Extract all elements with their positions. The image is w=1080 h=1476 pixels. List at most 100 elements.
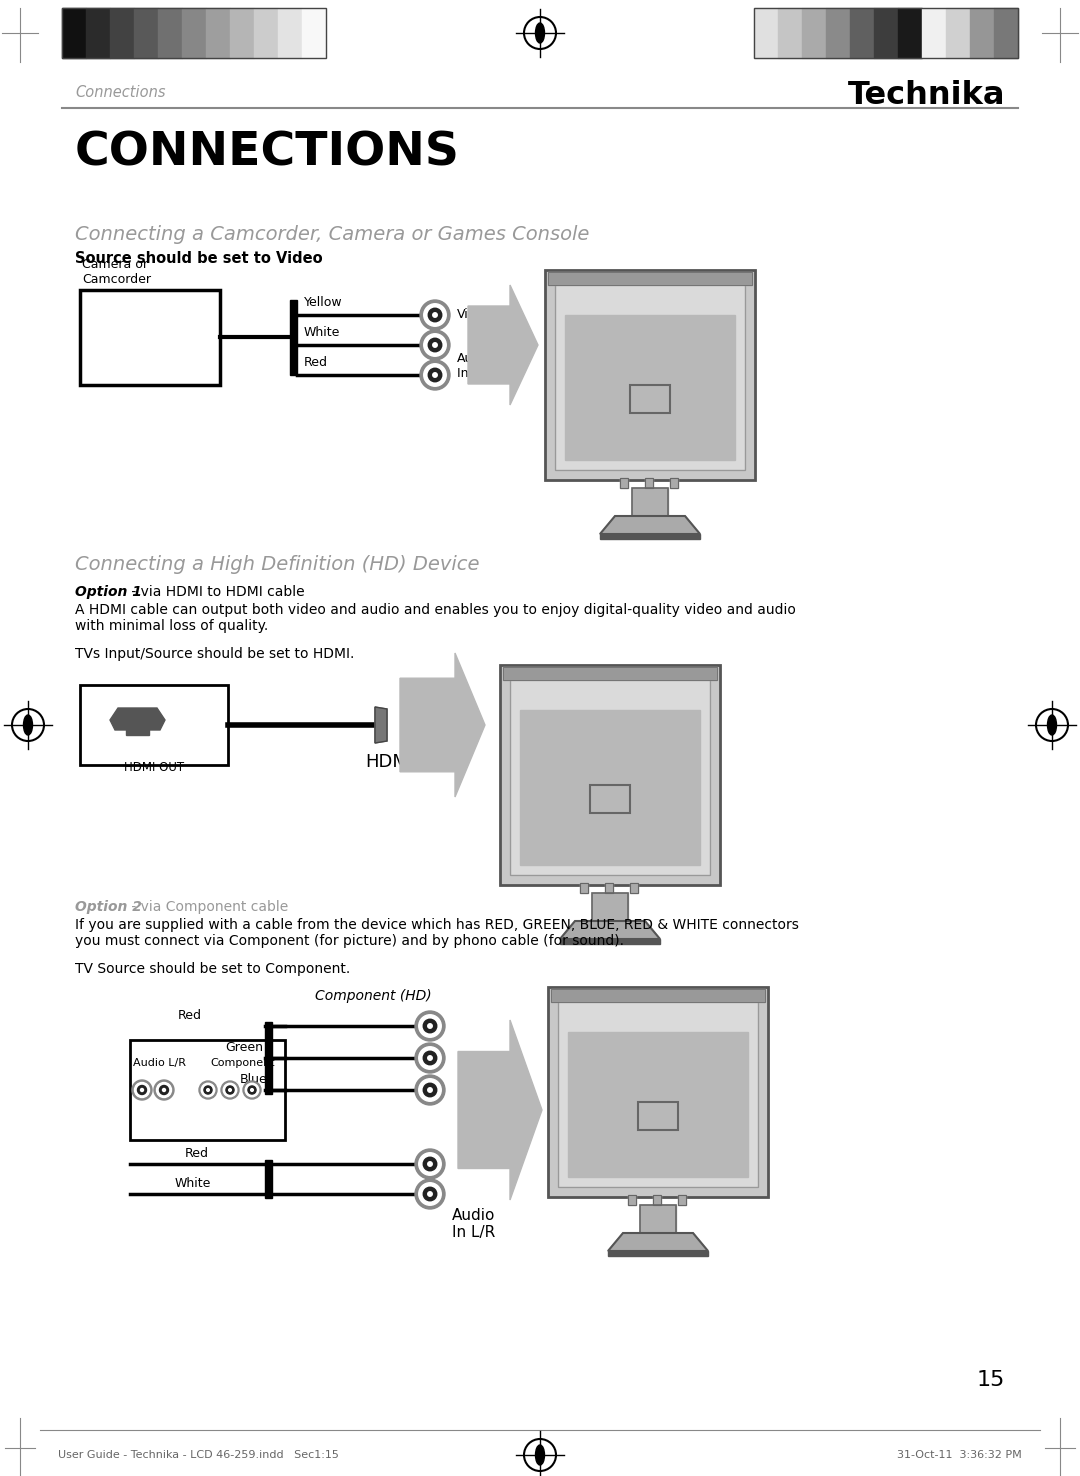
Bar bbox=[503, 667, 717, 680]
Bar bbox=[302, 7, 326, 58]
Text: HDMI: HDMI bbox=[365, 753, 414, 770]
Circle shape bbox=[415, 1075, 445, 1106]
Bar bbox=[592, 893, 627, 921]
Bar bbox=[630, 883, 638, 893]
Ellipse shape bbox=[24, 714, 32, 735]
Bar bbox=[630, 883, 638, 893]
Circle shape bbox=[429, 338, 442, 351]
Circle shape bbox=[248, 1086, 256, 1094]
Bar bbox=[510, 675, 710, 875]
Circle shape bbox=[423, 1187, 436, 1201]
Bar bbox=[183, 7, 206, 58]
Polygon shape bbox=[600, 517, 700, 534]
Text: Technika: Technika bbox=[848, 80, 1005, 111]
Bar bbox=[134, 7, 158, 58]
Text: Yellow: Yellow bbox=[303, 297, 342, 308]
Circle shape bbox=[12, 708, 44, 741]
Bar bbox=[627, 1196, 636, 1204]
Bar bbox=[897, 7, 922, 58]
Circle shape bbox=[204, 1086, 212, 1094]
Bar bbox=[627, 1196, 636, 1204]
Bar bbox=[265, 1021, 272, 1094]
Circle shape bbox=[245, 1083, 259, 1097]
Circle shape bbox=[199, 1080, 217, 1100]
Bar bbox=[555, 280, 745, 469]
Bar bbox=[126, 729, 149, 735]
Text: Connections: Connections bbox=[75, 86, 165, 100]
Circle shape bbox=[433, 313, 437, 317]
Circle shape bbox=[206, 1089, 210, 1091]
Circle shape bbox=[251, 1089, 254, 1091]
Bar bbox=[130, 1041, 285, 1139]
Bar bbox=[568, 1032, 748, 1176]
Bar bbox=[265, 1160, 272, 1199]
Bar bbox=[158, 7, 183, 58]
Bar bbox=[608, 1252, 708, 1256]
Circle shape bbox=[221, 1080, 239, 1100]
Circle shape bbox=[157, 1082, 172, 1098]
Circle shape bbox=[524, 18, 556, 49]
Bar bbox=[638, 1103, 678, 1131]
Bar bbox=[970, 7, 994, 58]
Circle shape bbox=[420, 331, 450, 360]
Circle shape bbox=[415, 1044, 445, 1073]
Polygon shape bbox=[608, 1232, 708, 1252]
Bar bbox=[558, 996, 758, 1187]
Bar bbox=[548, 272, 752, 285]
Circle shape bbox=[428, 1055, 432, 1060]
Text: A HDMI cable can output both video and audio and enables you to enjoy digital-qu: A HDMI cable can output both video and a… bbox=[75, 604, 796, 633]
Circle shape bbox=[419, 1046, 442, 1069]
Bar bbox=[555, 280, 745, 469]
Ellipse shape bbox=[536, 1445, 544, 1466]
Bar bbox=[519, 710, 700, 865]
Bar bbox=[551, 989, 765, 1002]
Text: Red: Red bbox=[303, 356, 328, 369]
Text: Green: Green bbox=[225, 1041, 264, 1054]
Text: HDMI OUT: HDMI OUT bbox=[124, 762, 184, 773]
Bar bbox=[645, 478, 653, 489]
Circle shape bbox=[429, 368, 442, 382]
Text: Component: Component bbox=[210, 1058, 274, 1069]
Text: User Guide - Technika - LCD 46-259.indd   Sec1:15: User Guide - Technika - LCD 46-259.indd … bbox=[58, 1449, 339, 1460]
Text: Audio L/R: Audio L/R bbox=[133, 1058, 186, 1069]
Circle shape bbox=[433, 342, 437, 347]
Circle shape bbox=[201, 1083, 215, 1097]
Circle shape bbox=[243, 1080, 261, 1100]
Bar bbox=[605, 883, 613, 893]
Bar bbox=[590, 785, 630, 813]
Circle shape bbox=[524, 1439, 556, 1472]
Text: Camera or
Camcorder: Camera or Camcorder bbox=[82, 258, 151, 286]
Bar bbox=[754, 7, 1018, 58]
Text: CONNECTIONS: CONNECTIONS bbox=[75, 130, 460, 176]
Text: Connecting a Camcorder, Camera or Games Console: Connecting a Camcorder, Camera or Games … bbox=[75, 224, 590, 244]
Bar bbox=[80, 685, 228, 765]
Circle shape bbox=[428, 1162, 432, 1166]
Bar bbox=[630, 385, 670, 413]
Bar bbox=[592, 893, 627, 921]
Bar bbox=[510, 675, 710, 875]
Text: Red: Red bbox=[178, 1010, 202, 1021]
Bar bbox=[291, 300, 297, 375]
Circle shape bbox=[419, 1015, 442, 1038]
Circle shape bbox=[419, 1079, 442, 1101]
Text: Component (HD): Component (HD) bbox=[315, 989, 432, 1004]
Text: TV Source should be set to Component.: TV Source should be set to Component. bbox=[75, 962, 350, 976]
Circle shape bbox=[420, 360, 450, 390]
Bar bbox=[632, 489, 669, 517]
Bar bbox=[670, 478, 678, 489]
Circle shape bbox=[419, 1153, 442, 1175]
Bar bbox=[600, 534, 700, 539]
Bar bbox=[548, 987, 768, 1197]
Bar bbox=[632, 489, 669, 517]
Ellipse shape bbox=[536, 24, 544, 43]
Circle shape bbox=[140, 1088, 144, 1091]
Bar bbox=[826, 7, 850, 58]
Circle shape bbox=[415, 1148, 445, 1179]
Text: White: White bbox=[175, 1176, 212, 1190]
Bar bbox=[545, 270, 755, 480]
Circle shape bbox=[423, 363, 446, 387]
Bar bbox=[640, 1204, 676, 1232]
Text: 15: 15 bbox=[976, 1370, 1005, 1390]
Bar bbox=[580, 883, 588, 893]
Circle shape bbox=[423, 1020, 436, 1033]
